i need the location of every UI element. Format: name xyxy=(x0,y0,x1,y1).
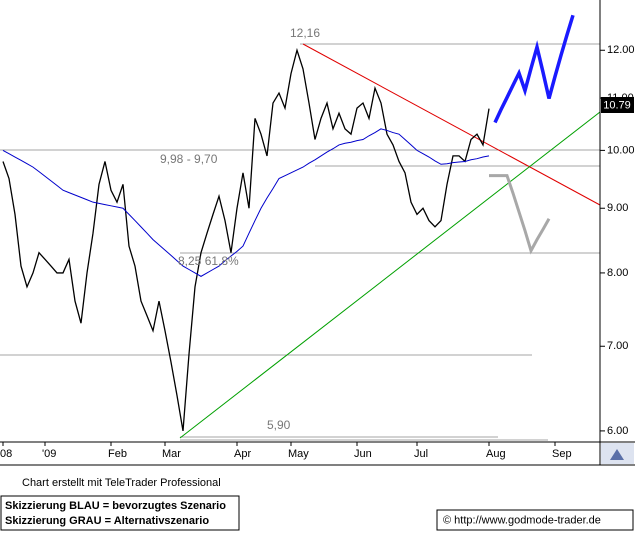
credit: Chart erstellt mit TeleTrader Profession… xyxy=(22,477,221,489)
annotation: 9,98 - 9,70 xyxy=(160,152,218,166)
series-line xyxy=(493,14,575,124)
series-line xyxy=(489,174,551,255)
last-price-box xyxy=(601,97,634,113)
x-tick-label: Feb xyxy=(108,448,127,460)
x-tick-label: Jul xyxy=(414,448,428,460)
y-tick-label: 12.00 xyxy=(607,44,635,56)
y-tick-label: 8.00 xyxy=(607,267,628,279)
trend-line-green xyxy=(179,111,601,439)
trend-line-red xyxy=(302,43,601,206)
x-tick-label: '09 xyxy=(42,448,56,460)
x-tick-label: Jun xyxy=(354,448,372,460)
series-line xyxy=(2,128,490,277)
y-tick-label: 11.00 xyxy=(607,92,634,104)
y-tick-label: 10.00 xyxy=(607,144,635,156)
plot-area xyxy=(0,0,600,442)
annotation: 8,25 61,8% xyxy=(178,254,239,268)
x-tick-label: May xyxy=(288,448,309,460)
source: © http://www.godmode-trader.de xyxy=(443,514,601,526)
x-tick-label: Sep xyxy=(552,448,572,460)
x-tick-label: Apr xyxy=(234,448,251,460)
annotation: 12,16 xyxy=(290,26,320,40)
y-tick-label: 9.00 xyxy=(607,202,628,214)
note-box xyxy=(0,495,240,531)
x-tick-label: 08 xyxy=(0,448,12,460)
x-tick-label: Mar xyxy=(162,448,181,460)
source-box xyxy=(436,509,634,531)
note: Skizzierung GRAU = Alternativszenario xyxy=(5,515,209,527)
y-tick-label: 6.00 xyxy=(607,425,628,437)
corner-icon xyxy=(610,449,624,460)
x-tick-label: Aug xyxy=(486,448,506,460)
annotation: 5,90 xyxy=(267,418,291,432)
y-tick-label: 7.00 xyxy=(607,340,628,352)
series-line xyxy=(2,47,490,432)
last-price-label: 10.79 xyxy=(603,99,631,111)
note: Skizzierung BLAU = bevorzugtes Szenario xyxy=(5,500,226,512)
